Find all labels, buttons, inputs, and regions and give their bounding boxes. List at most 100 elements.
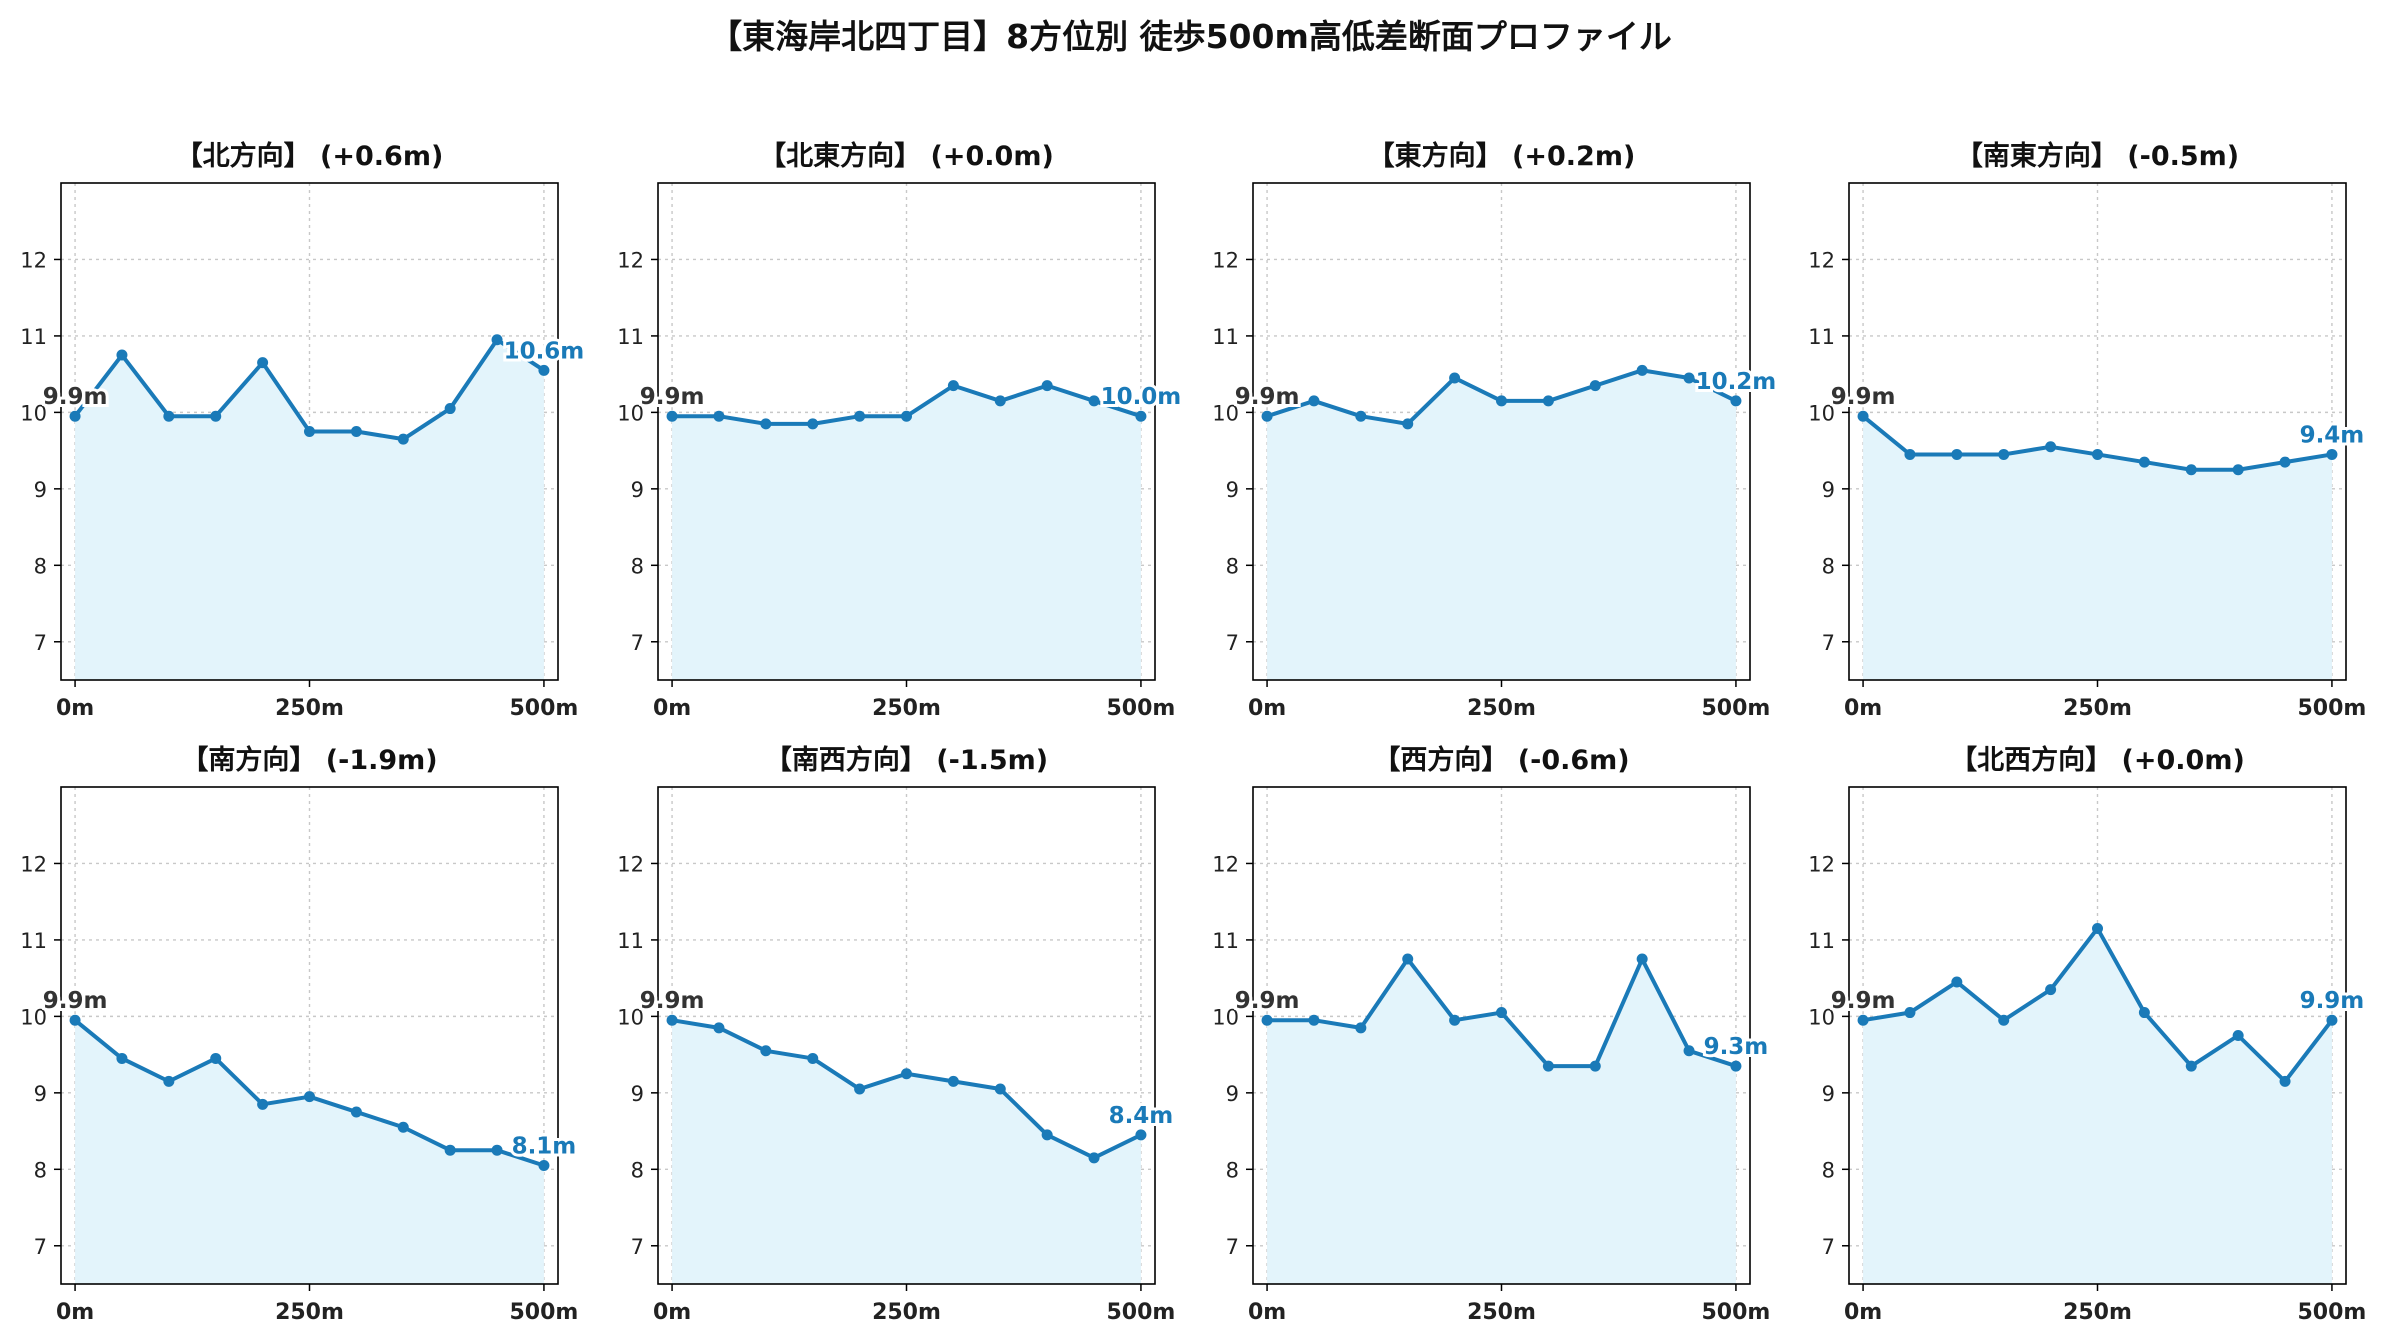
end-elevation-label: 8.1m	[512, 1133, 577, 1159]
data-point	[163, 1075, 175, 1087]
start-elevation-label: 9.9m	[1235, 988, 1300, 1014]
data-point	[397, 1121, 409, 1133]
y-tick-label: 12	[20, 248, 47, 272]
subplot-title: 【北東方向】 (+0.0m)	[759, 140, 1054, 172]
data-point	[1683, 372, 1695, 384]
data-point	[994, 395, 1006, 407]
data-point	[304, 426, 315, 437]
y-tick-label: 11	[1212, 929, 1239, 953]
data-point	[491, 1144, 503, 1156]
data-point	[350, 426, 362, 437]
y-tick-label: 10	[1808, 1005, 1835, 1029]
y-tick-label: 12	[617, 248, 644, 272]
data-point	[1355, 410, 1367, 422]
data-point	[444, 403, 456, 415]
x-tick-label: 250m	[872, 696, 941, 721]
data-point	[210, 1052, 222, 1064]
data-point	[1449, 372, 1461, 384]
x-tick-label: 250m	[275, 1300, 344, 1325]
start-elevation-label: 9.9m	[43, 988, 108, 1014]
y-tick-label: 9	[631, 1082, 644, 1106]
data-point	[1308, 395, 1320, 407]
y-tick-label: 11	[1808, 929, 1835, 953]
y-tick-label: 9	[1822, 478, 1835, 502]
subplot: 【東方向】 (+0.2m) 7 8 9 10 11 12 0m 250m 500m 9.9m 10.2…	[1212, 140, 1779, 721]
y-tick-label: 10	[1212, 401, 1239, 425]
data-point	[2138, 456, 2150, 468]
end-elevation-label: 10.0m	[1101, 384, 1182, 410]
data-point	[304, 1091, 315, 1103]
data-point	[69, 410, 81, 422]
data-point	[1542, 395, 1554, 407]
y-tick-label: 11	[20, 929, 47, 953]
y-tick-label: 11	[1212, 325, 1239, 349]
data-point	[994, 1083, 1006, 1095]
data-point	[2232, 1030, 2244, 1041]
x-tick-label: 250m	[275, 696, 344, 721]
x-tick-label: 0m	[1844, 696, 1882, 721]
start-elevation-label: 9.9m	[640, 384, 705, 410]
data-point	[947, 380, 959, 392]
y-tick-label: 8	[1822, 1158, 1835, 1182]
y-tick-label: 7	[34, 1235, 47, 1259]
data-point	[666, 410, 678, 422]
data-point	[2045, 441, 2057, 453]
y-tick-label: 10	[617, 401, 644, 425]
y-tick-label: 12	[1808, 852, 1835, 876]
y-tick-label: 12	[1808, 248, 1835, 272]
x-tick-label: 500m	[510, 1300, 579, 1325]
data-point	[1730, 395, 1742, 407]
data-point	[947, 1075, 959, 1087]
data-point	[1496, 1007, 1507, 1019]
data-point	[2138, 1007, 2150, 1019]
x-tick-label: 250m	[2063, 696, 2132, 721]
data-point	[491, 334, 503, 346]
elevation-area	[1863, 416, 2332, 680]
x-tick-label: 500m	[2298, 1300, 2367, 1325]
y-tick-label: 9	[34, 1082, 47, 1106]
start-elevation-label: 9.9m	[1235, 384, 1300, 410]
x-tick-label: 250m	[872, 1300, 941, 1325]
data-point	[1135, 1129, 1147, 1141]
x-tick-label: 250m	[1467, 696, 1536, 721]
x-tick-label: 0m	[56, 1300, 94, 1325]
y-tick-label: 7	[1226, 1235, 1239, 1259]
x-tick-label: 500m	[510, 696, 579, 721]
data-point	[1683, 1045, 1695, 1057]
elevation-area	[75, 339, 544, 680]
data-point	[397, 433, 409, 445]
data-point	[2092, 922, 2103, 934]
elevation-area	[672, 385, 1141, 680]
data-point	[854, 1083, 866, 1095]
data-point	[1904, 448, 1916, 460]
data-point	[257, 1098, 269, 1110]
y-tick-label: 10	[1212, 1005, 1239, 1029]
x-tick-label: 250m	[1467, 1300, 1536, 1325]
end-elevation-label: 8.4m	[1109, 1103, 1174, 1129]
data-point	[713, 1022, 725, 1034]
subplot-title: 【南東方向】 (-0.5m)	[1956, 140, 2239, 172]
data-point	[807, 1052, 819, 1064]
end-elevation-label: 9.3m	[1704, 1034, 1769, 1060]
y-tick-label: 10	[20, 1005, 47, 1029]
data-point	[538, 364, 550, 376]
start-elevation-label: 9.9m	[640, 988, 705, 1014]
subplot: 【南東方向】 (-0.5m) 7 8 9 10 11 12 0m 250m 500m 9.9m 9.4…	[1808, 140, 2367, 721]
data-point	[760, 418, 772, 430]
data-point	[901, 1068, 912, 1080]
elevation-area	[1863, 928, 2332, 1284]
x-tick-label: 250m	[2063, 1300, 2132, 1325]
data-point	[1041, 380, 1053, 392]
elevation-area	[672, 1020, 1141, 1284]
data-point	[1355, 1022, 1367, 1034]
y-tick-label: 12	[1212, 248, 1239, 272]
start-elevation-label: 9.9m	[1831, 988, 1896, 1014]
data-point	[1496, 395, 1507, 407]
subplot: 【南西方向】 (-1.5m) 7 8 9 10 11 12 0m 250m 500m 9.9m 8.4…	[617, 744, 1176, 1325]
x-tick-label: 0m	[1248, 1300, 1286, 1325]
x-tick-label: 500m	[1702, 1300, 1771, 1325]
y-tick-label: 11	[617, 929, 644, 953]
